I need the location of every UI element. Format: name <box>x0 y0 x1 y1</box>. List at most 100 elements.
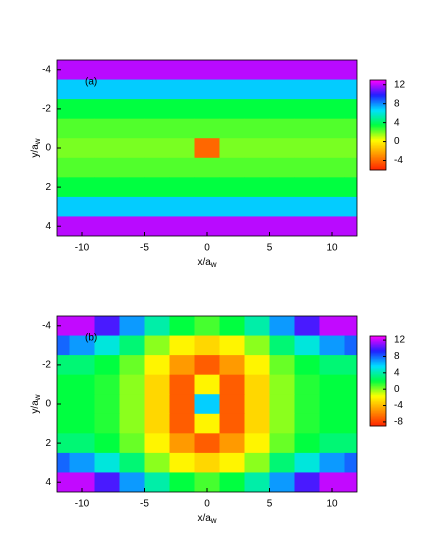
heatmap-cell <box>69 138 95 159</box>
colorbar-slice <box>370 382 386 385</box>
heatmap-cell <box>319 216 345 236</box>
heatmap-cell <box>344 413 357 434</box>
heatmap-cell <box>69 157 95 178</box>
heatmap-cell <box>69 79 95 100</box>
heatmap-cell <box>69 452 95 473</box>
colorbar-slice <box>370 162 386 165</box>
heatmap-cell <box>344 472 357 492</box>
colorbar-slice <box>370 167 386 169</box>
heatmap-cell <box>194 118 220 139</box>
heatmap-cell <box>144 394 170 415</box>
colorbar-slice <box>370 89 386 91</box>
heatmap-cell <box>269 99 295 120</box>
heatmap-cell <box>119 374 145 395</box>
y-tick-label: 4 <box>45 221 51 232</box>
x-axis-label-main: x/a <box>197 257 211 268</box>
x-tick-label: 5 <box>267 499 273 510</box>
heatmap-cell <box>144 335 170 356</box>
heatmap-cell <box>294 138 320 159</box>
heatmap-cell <box>57 196 70 217</box>
heatmap-cell <box>344 60 357 81</box>
colorbar-tick-label: 4 <box>394 117 400 128</box>
heatmap-cell <box>319 452 345 473</box>
heatmap-cell <box>269 79 295 100</box>
colorbar-slice <box>370 373 386 376</box>
colorbar-slice <box>370 378 386 380</box>
colorbar-tick-label: -4 <box>394 400 403 411</box>
heatmap-cell <box>144 177 170 198</box>
heatmap-cell <box>144 118 170 139</box>
heatmap-cell <box>169 138 195 159</box>
x-tick-label: -10 <box>75 243 90 254</box>
colorbar-slice <box>370 421 386 424</box>
heatmap-cell <box>244 196 270 217</box>
heatmap-cell <box>94 394 120 415</box>
colorbar-slice <box>370 403 386 406</box>
heatmap-cell <box>219 355 245 376</box>
x-tick-label: 10 <box>326 499 338 510</box>
heatmap-cell <box>344 177 357 198</box>
heatmap-cell <box>119 316 145 337</box>
heatmap-cell <box>57 374 70 395</box>
colorbar-slice <box>370 349 386 352</box>
heatmap-cell <box>169 216 195 236</box>
y-tick-label: -2 <box>42 360 51 371</box>
heatmap-cell <box>319 157 345 178</box>
colorbar-slice <box>370 114 386 117</box>
heatmap-cell <box>57 452 70 473</box>
heatmap-cell <box>344 355 357 376</box>
heatmap-cell <box>219 433 245 454</box>
heatmap-cell <box>69 118 95 139</box>
colorbar-slice <box>370 340 386 343</box>
x-tick-label: -5 <box>140 499 149 510</box>
colorbar-slice <box>370 129 386 132</box>
heatmap-cell <box>169 452 195 473</box>
heatmap-cell <box>344 216 357 236</box>
colorbar-slice <box>370 95 386 97</box>
heatmap-cell <box>344 138 357 159</box>
heatmap-cell <box>294 157 320 178</box>
colorbar-slice <box>370 128 386 130</box>
heatmap-cell <box>57 216 70 236</box>
heatmap-cell <box>144 138 170 159</box>
colorbar-tick-label: 4 <box>394 367 400 378</box>
heatmap-cell <box>69 60 95 81</box>
colorbar-slice <box>370 343 386 346</box>
heatmap-cell <box>294 216 320 236</box>
heatmap-cell <box>344 452 357 473</box>
heatmap-cell <box>144 413 170 434</box>
heatmap-cell <box>194 216 220 236</box>
heatmap-cell <box>194 99 220 120</box>
colorbar-slice <box>370 93 386 96</box>
colorbar-slice <box>370 150 386 153</box>
colorbar-slice <box>370 83 386 85</box>
heatmap-cell <box>244 177 270 198</box>
colorbar-slice <box>370 414 386 416</box>
colorbar-slice <box>370 107 386 109</box>
heatmap-cell <box>294 60 320 81</box>
colorbar-slice <box>370 405 386 407</box>
y-tick-label: -2 <box>42 104 51 115</box>
colorbar-tick-label: -4 <box>394 155 403 166</box>
heatmap-cell <box>94 118 120 139</box>
heatmap-cell <box>219 60 245 81</box>
colorbar-slice <box>370 364 386 367</box>
colorbar-slice <box>370 122 386 124</box>
colorbar-slice <box>370 104 386 106</box>
colorbar-slice <box>370 415 386 418</box>
colorbar-slice <box>370 369 386 371</box>
heatmap-cell <box>244 452 270 473</box>
colorbar-slice <box>370 417 386 419</box>
y-tick-label: 0 <box>45 143 51 154</box>
heatmap-cell <box>319 196 345 217</box>
colorbar-slice <box>370 367 386 370</box>
heatmap-cell <box>294 452 320 473</box>
heatmap-cell <box>169 118 195 139</box>
heatmap-cell <box>144 99 170 120</box>
heatmap-cell <box>169 374 195 395</box>
colorbar-slice <box>370 352 386 355</box>
heatmap-cell <box>294 355 320 376</box>
heatmap-cell <box>119 138 145 159</box>
heatmap-cell <box>194 394 220 415</box>
